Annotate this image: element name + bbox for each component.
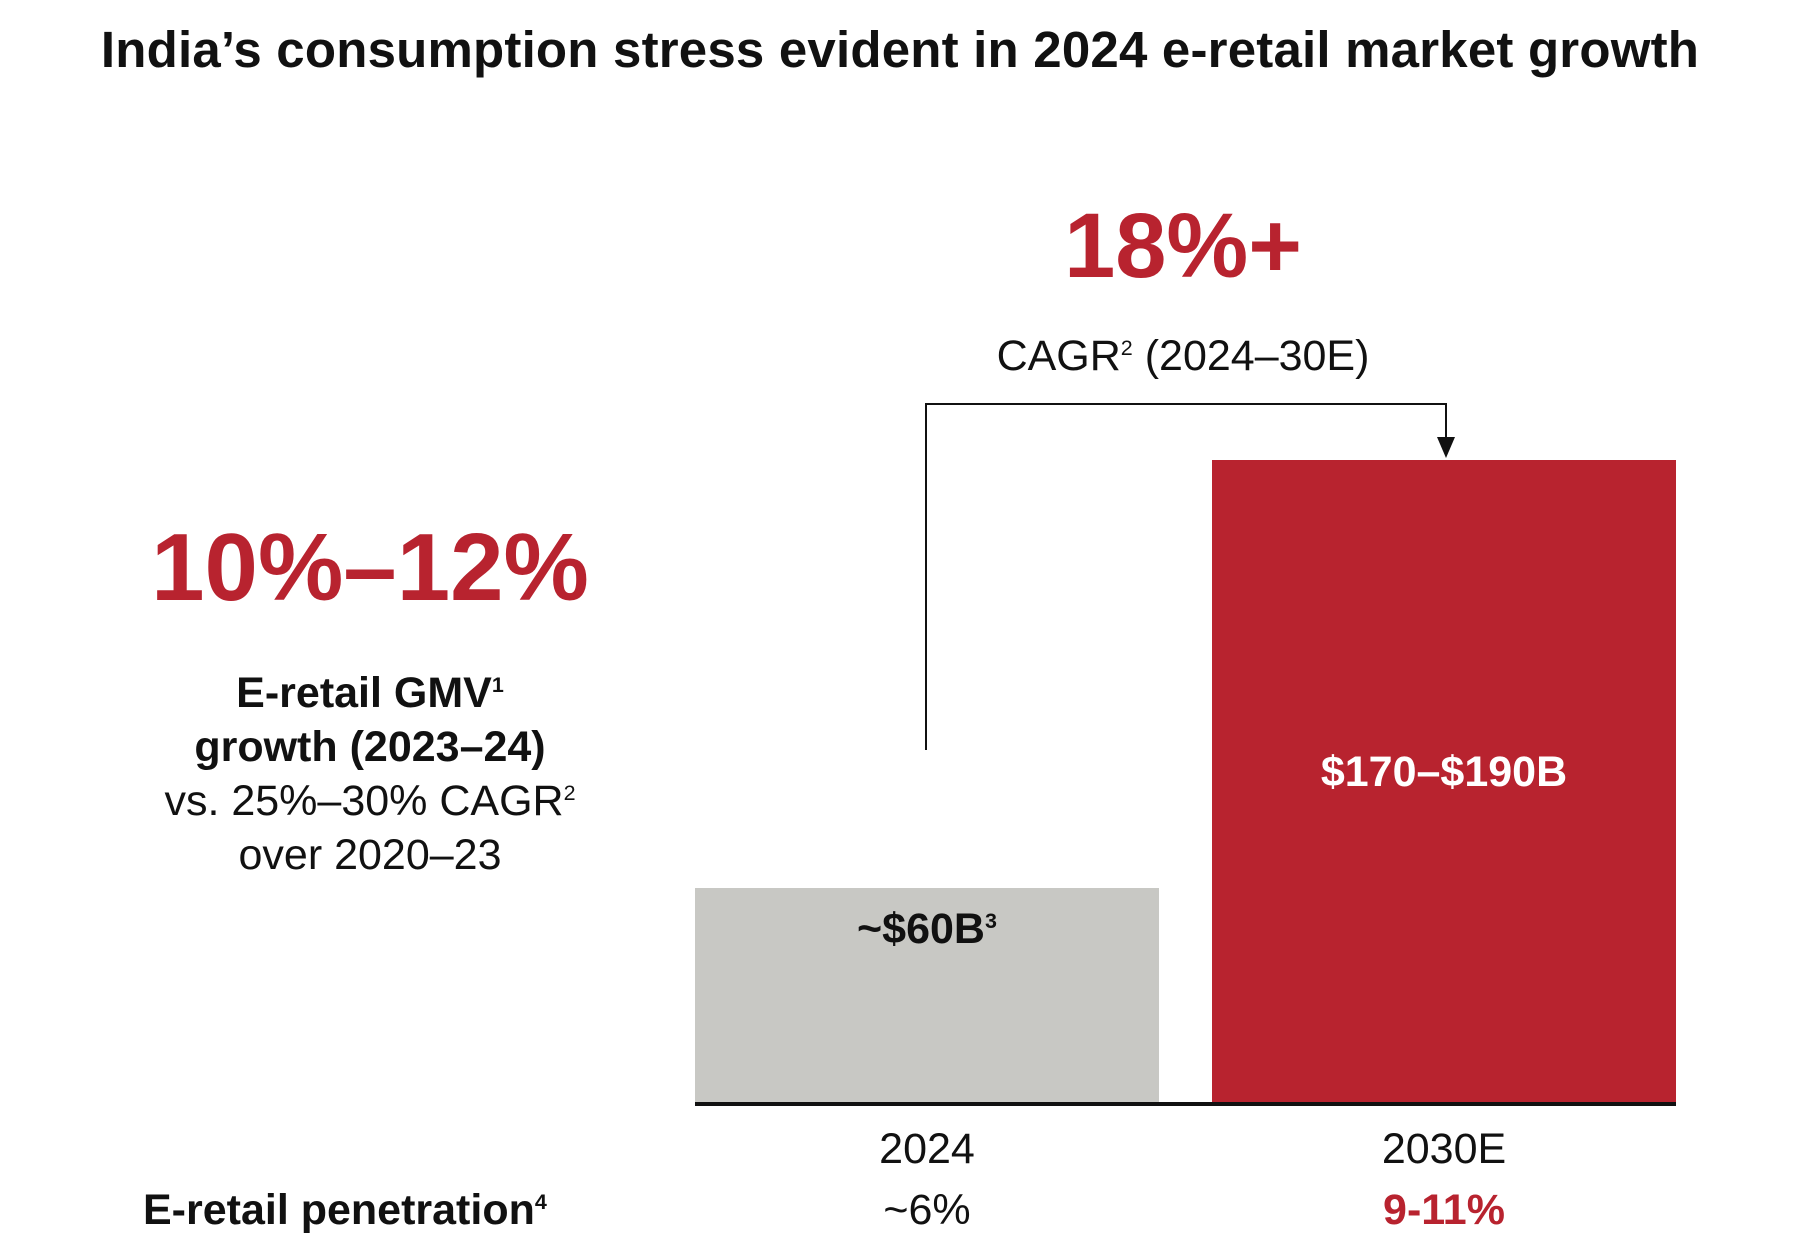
bars-layer [695,460,1676,1102]
gmv-growth-value: 10%–12% [151,514,589,621]
bar-value-label-2030e: $170–$190B [1212,748,1676,797]
bar-2024 [695,888,1159,1102]
footnote-marker: 2 [563,780,576,805]
bar-value-label-2024: ~$60B3 [695,905,1159,954]
gmv-growth-line-3-text: vs. 25%–30% CAGR [164,777,564,825]
gmv-growth-callout: 10%–12% E-retail GMV1 growth (2023–24) v… [120,520,620,882]
bar-value-label-2030e-text: $170–$190B [1320,748,1568,796]
gmv-growth-line-1: E-retail GMV1 [120,666,620,720]
penetration-row-label-text: E-retail penetration [143,1186,535,1234]
gmv-growth-line-3: vs. 25%–30% CAGR2 [120,774,620,828]
cagr-value: 18%+ [1064,195,1302,297]
cagr-connector-arrow [925,403,1447,750]
cagr-callout: 18%+ CAGR2 (2024–30E) [883,200,1483,381]
footnote-marker: 2 [1120,335,1133,360]
footnote-marker: 4 [534,1189,547,1214]
cagr-label-post: (2024–30E) [1132,332,1370,380]
x-tick-label-2024: 2024 [879,1125,975,1173]
bar-value-label-2024-text: ~$60B [857,905,985,953]
cagr-label-pre: CAGR [996,332,1121,380]
bar-2030e [1212,460,1676,1102]
gmv-growth-line-4: over 2020–23 [238,831,502,879]
footnote-marker: 1 [491,672,504,697]
penetration-row-label: E-retail penetration4 [143,1186,547,1235]
gmv-growth-line-2: growth (2023–24) [194,723,546,771]
gmv-growth-line-1-text: E-retail GMV [236,669,492,717]
penetration-value-2024: ~6% [883,1186,971,1234]
cagr-label: CAGR2 (2024–30E) [883,332,1483,381]
footnote-marker: 3 [984,908,997,933]
x-tick-label-2030e: 2030E [1381,1125,1507,1173]
arrowhead-icon [1437,437,1455,458]
page-title: India’s consumption stress evident in 20… [100,21,1700,78]
penetration-value-2030e: 9-11% [1383,1186,1505,1234]
